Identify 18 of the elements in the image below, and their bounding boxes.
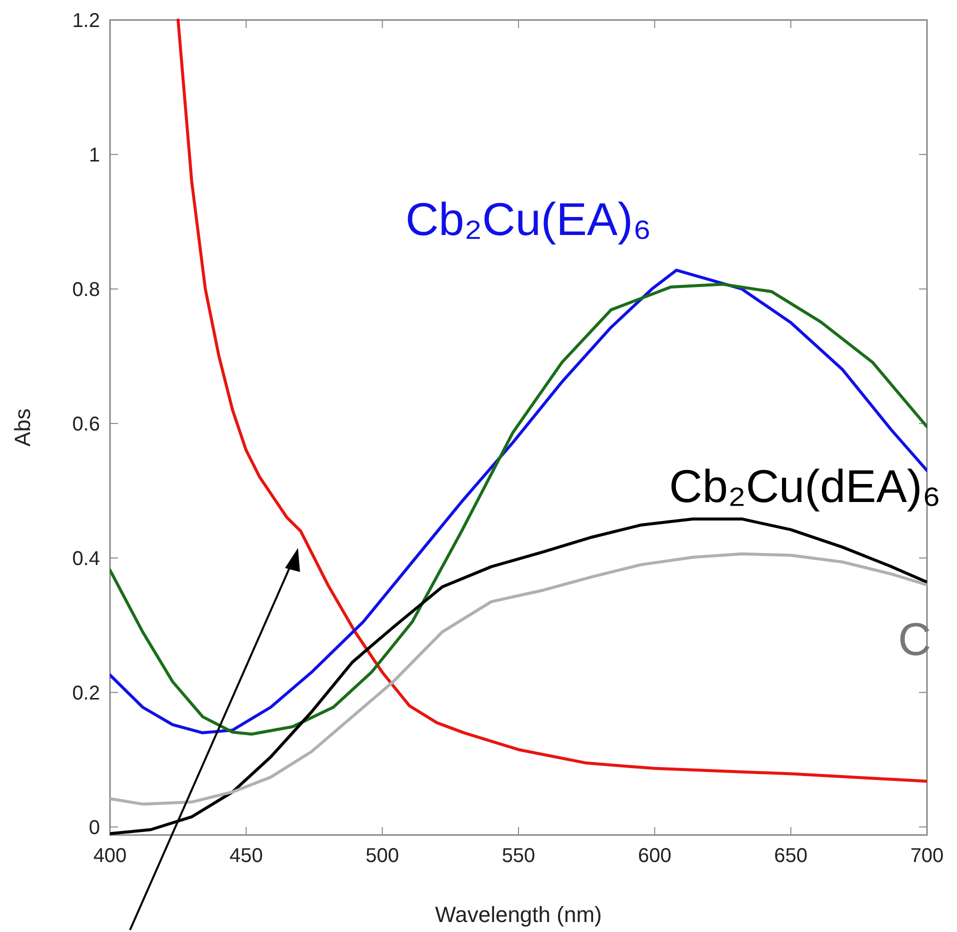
y-tick-label: 0.8 bbox=[72, 278, 100, 301]
y-axis-title: Abs bbox=[10, 408, 35, 446]
x-tick-label: 700 bbox=[910, 845, 944, 867]
y-tick-label: 1.2 bbox=[72, 10, 100, 32]
x-tick-label: 600 bbox=[638, 845, 672, 867]
y-tick-label: 0.4 bbox=[72, 548, 100, 570]
y-tick-label: 1 bbox=[88, 144, 100, 166]
series-label: Cb₂Cu(dEA)₆ bbox=[669, 460, 941, 512]
series-label: Cb₂Cu(EA)₆ bbox=[405, 193, 652, 246]
x-tick-label: 400 bbox=[93, 845, 127, 867]
y-tick-label: 0.6 bbox=[72, 413, 100, 436]
x-tick-label: 450 bbox=[229, 845, 263, 867]
y-tick-label: 0 bbox=[88, 816, 100, 839]
y-tick-label: 0.2 bbox=[72, 682, 100, 704]
x-tick-label: 650 bbox=[774, 845, 808, 867]
x-tick-label: 550 bbox=[502, 845, 536, 867]
x-tick-label: 500 bbox=[366, 845, 400, 867]
x-axis-title: Wavelength (nm) bbox=[435, 902, 602, 927]
